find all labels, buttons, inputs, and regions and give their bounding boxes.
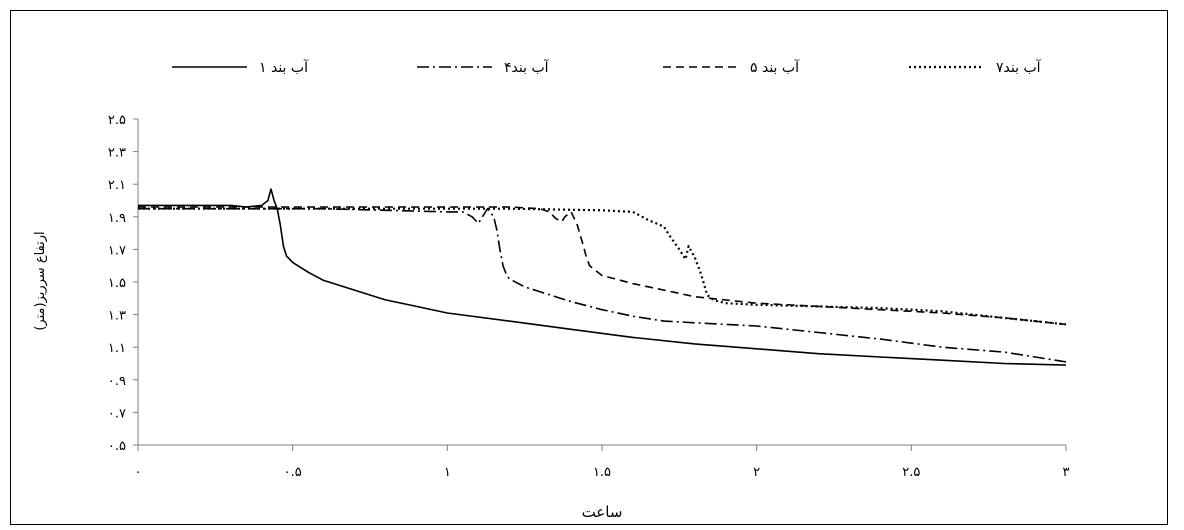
series-lines [138,188,1067,366]
y-tick-label: ۰.۷ [108,406,126,421]
legend: آب بند ۱ آب بند۴ آب بند ۵ آب بند۷ [172,59,1042,76]
x-ticks: ۰ ۰.۵ ۱ ۱.۵ ۲ ۲.۵ ۳ [135,445,1070,480]
y-tick-label: ۱.۷ [108,243,126,258]
y-tick-label: ۱.۵ [108,276,126,291]
series-line [138,188,1067,366]
y-axis-title: ارتفاع سرریز(متر) [33,231,48,330]
chart-frame: آب بند ۱ آب بند۴ آب بند ۵ آب بند۷ ۰.۵ ۰.۷ ۰.۹… [10,10,1168,525]
y-tick-label: ۲.۱ [108,178,126,193]
series-line [138,207,1067,326]
x-tick-label: ۰.۵ [284,465,302,480]
x-tick-label: ۲.۵ [902,465,920,480]
legend-label: آب بند ۵ [750,59,800,76]
x-tick-label: ۲ [753,465,760,480]
y-tick-label: ۱.۳ [108,309,126,324]
series-line [138,207,1067,363]
legend-label: آب بند۷ [996,59,1042,76]
x-tick-label: ۱ [444,465,451,480]
y-tick-label: ۱.۹ [108,211,126,226]
y-tick-label: ۰.۹ [108,374,126,389]
y-ticks: ۰.۵ ۰.۷ ۰.۹ ۱.۱ ۱.۳ ۱.۵ ۱.۷ ۱.۹ ۲.۱ ۲.۳ ۲.۵ [108,113,138,454]
y-tick-label: ۱.۱ [108,341,126,356]
axes [137,119,1066,446]
legend-label: آب بند ۱ [259,59,309,76]
y-tick-label: ۲.۳ [108,146,126,161]
legend-label: آب بند۴ [504,59,550,76]
line-chart: آب بند ۱ آب بند۴ آب بند ۵ آب بند۷ ۰.۵ ۰.۷ ۰.۹… [33,59,1070,521]
x-tick-label: ۰ [135,465,142,480]
series-line [138,206,1067,326]
x-tick-label: ۱.۵ [593,465,611,480]
x-tick-label: ۳ [1063,465,1070,480]
y-tick-label: ۰.۵ [108,439,126,454]
y-tick-label: ۲.۵ [108,113,126,128]
x-axis-title: ساعت [582,503,623,521]
